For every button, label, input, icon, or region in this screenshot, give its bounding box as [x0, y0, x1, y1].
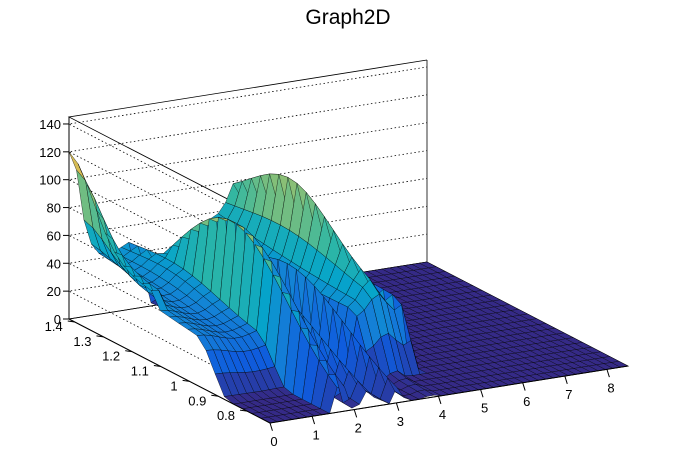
x-tick	[353, 409, 358, 418]
y-tick-label: 0.9	[188, 393, 206, 408]
x-tick	[437, 396, 442, 405]
y-tick-label: 1	[170, 378, 177, 393]
x-tick	[311, 416, 316, 425]
z-tick-label: 40	[47, 256, 61, 271]
z-tick-label: 80	[47, 201, 61, 216]
x-tick-label: 6	[523, 394, 530, 409]
y-tick	[125, 350, 133, 353]
y-tick-label: 1.3	[73, 334, 91, 349]
x-tick-label: 2	[355, 421, 362, 436]
y-tick	[153, 365, 161, 368]
z-tick-label: 20	[47, 284, 61, 299]
y-tick	[211, 394, 219, 397]
x-tick	[606, 369, 610, 378]
x-axis-line	[269, 365, 629, 424]
z-tick-label: 140	[39, 117, 61, 132]
x-tick-label: 0	[270, 434, 277, 449]
x-tick	[480, 389, 484, 398]
axes: 0 1 2 3 4 5 6 7 80.80.911.11.21.31.4020406080100…	[39, 117, 629, 449]
x-tick-label: 5	[481, 400, 488, 415]
x-tick	[395, 402, 400, 411]
y-tick	[182, 379, 190, 382]
y-tick	[239, 409, 248, 412]
x-tick-label: 8	[607, 380, 614, 395]
x-tick-label: 1	[313, 427, 320, 442]
z-tick-label: 120	[39, 145, 61, 160]
y-tick-label: 0.8	[217, 408, 235, 423]
x-tick	[269, 422, 273, 431]
z-tick-label: 100	[39, 173, 61, 188]
z-tick-label: 60	[47, 228, 61, 243]
x-tick	[522, 382, 526, 391]
chart-title: Graph2D	[305, 6, 390, 29]
x-tick	[564, 375, 568, 384]
x-tick-label: 7	[565, 387, 572, 402]
x-tick-label: 4	[439, 407, 446, 422]
y-tick-label: 1.2	[102, 349, 120, 364]
y-tick-label: 1.1	[131, 364, 149, 379]
surface-mesh	[68, 151, 629, 424]
x-tick-label: 3	[397, 414, 404, 429]
y-tick	[96, 335, 104, 338]
y-tick	[67, 320, 75, 323]
z-tick-label: 0	[54, 312, 61, 327]
y-tick-label: 1.4	[45, 319, 63, 334]
